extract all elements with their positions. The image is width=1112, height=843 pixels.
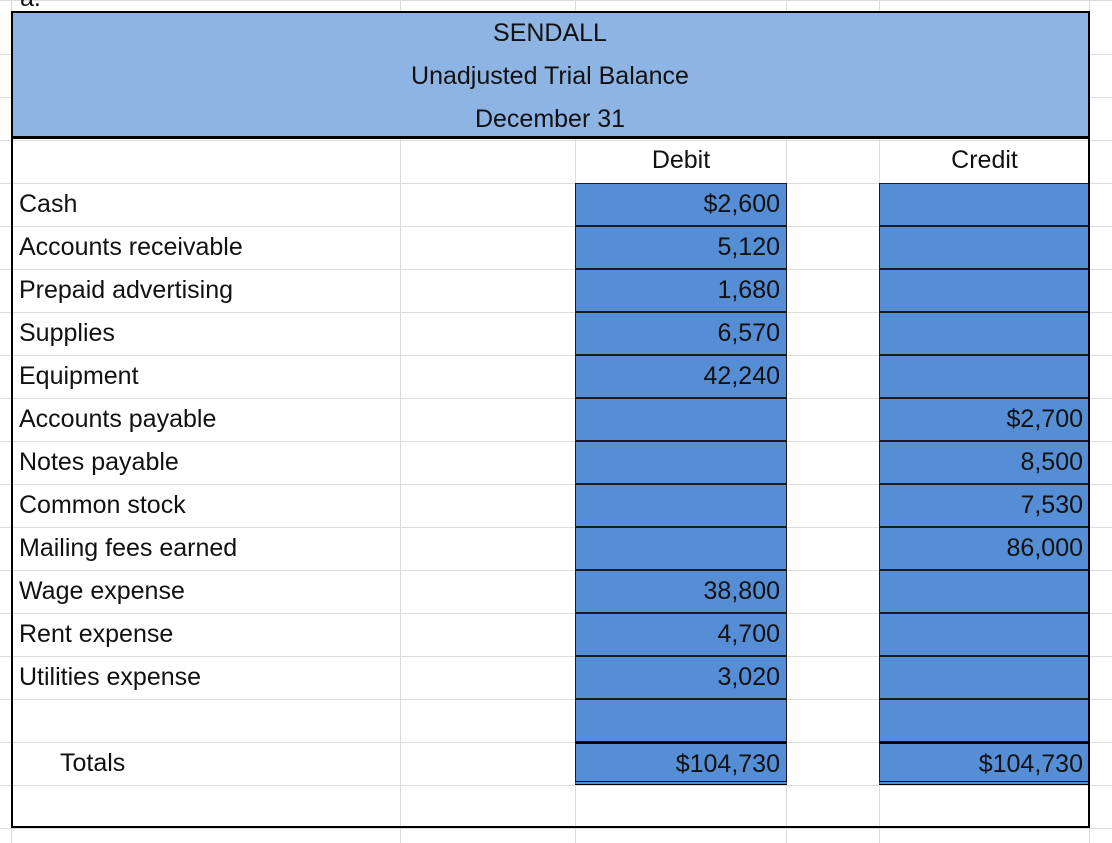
gridline [0,785,1112,786]
account-name: Accounts receivable [19,233,243,261]
account-name: Cash [19,190,78,218]
gridline [0,183,1112,184]
debit-cell[interactable] [575,527,787,570]
account-name: Notes payable [19,448,179,476]
credit-cell[interactable] [879,699,1090,742]
gridline [0,484,1112,485]
debit-cell[interactable]: 42,240 [575,355,787,398]
statement-title: Unadjusted Trial Balance [411,62,689,90]
account-name: Utilities expense [19,663,202,691]
debit-cell[interactable] [575,441,787,484]
part-label: a. [20,0,41,13]
debit-cell[interactable] [575,699,787,742]
credit-cell[interactable] [879,183,1090,226]
account-name: Mailing fees earned [19,534,238,562]
account-name: Accounts payable [19,405,217,433]
credit-cell[interactable]: 8,500 [879,441,1090,484]
credit-cell[interactable] [879,312,1090,355]
credit-cell[interactable]: $2,700 [879,398,1090,441]
debit-cell[interactable]: 1,680 [575,269,787,312]
gridline [0,140,1112,141]
statement-date: December 31 [474,105,626,133]
account-name: Wage expense [19,577,185,605]
gridline [0,613,1112,614]
debit-cell[interactable]: 4,700 [575,613,787,656]
credit-cell[interactable] [879,570,1090,613]
gridline [0,355,1112,356]
debit-cell[interactable]: 3,020 [575,656,787,699]
gridline [0,699,1112,700]
gridline [0,441,1112,442]
gridline [0,742,1112,743]
credit-cell[interactable] [879,656,1090,699]
account-name: Prepaid advertising [19,276,234,304]
account-name: Supplies [19,319,115,347]
debit-cell[interactable]: 6,570 [575,312,787,355]
gridline [400,0,401,843]
gridline [0,828,1112,829]
debit-cell[interactable]: 38,800 [575,570,787,613]
gridline [0,656,1112,657]
account-name: Common stock [19,491,186,519]
gridline [0,226,1112,227]
statement-header: SENDALL Unadjusted Trial Balance Decembe… [11,11,1089,139]
debit-column-header: Debit [651,146,711,174]
account-name: Equipment [19,362,139,390]
gridline [0,269,1112,270]
totals-label: Totals [60,749,126,777]
debit-cell[interactable]: $2,600 [575,183,787,226]
credit-cell[interactable] [879,226,1090,269]
gridline [0,398,1112,399]
company-name: SENDALL [493,19,607,47]
debit-cell[interactable] [575,484,787,527]
account-name: Rent expense [19,620,174,648]
gridline [0,527,1112,528]
gridline [0,312,1112,313]
debit-cell[interactable] [575,398,787,441]
credit-cell[interactable] [879,269,1090,312]
credit-total[interactable]: $104,730 [879,742,1090,785]
credit-column-header: Credit [951,146,1018,174]
debit-total[interactable]: $104,730 [575,742,787,785]
gridline [0,0,1112,1]
debit-cell[interactable]: 5,120 [575,226,787,269]
credit-cell[interactable]: 86,000 [879,527,1090,570]
credit-cell[interactable]: 7,530 [879,484,1090,527]
gridline [0,570,1112,571]
credit-cell[interactable] [879,613,1090,656]
credit-cell[interactable] [879,355,1090,398]
